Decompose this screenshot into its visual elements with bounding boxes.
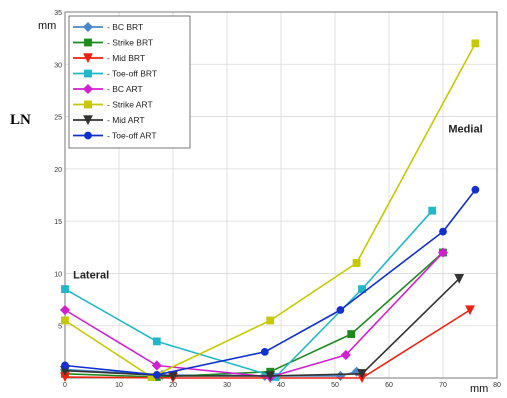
legend-item: - Strike BRT [73,38,153,48]
legend-item: - BC ART [73,83,143,95]
legend-label: - BC BRT [107,22,143,32]
y-tick-label: 30 [54,62,62,69]
series-line [64,189,477,376]
data-point [454,273,465,284]
data-point [471,39,480,48]
legend-item: - Mid ART [73,115,145,126]
y-tick-label: 15 [54,219,62,226]
legend-label: - Toe-off ART [107,131,157,141]
annotation-lateral: Lateral [73,270,109,282]
data-point [83,115,93,126]
data-point [439,227,447,236]
x-tick-label: 80 [493,382,501,389]
series-toe-off-art [61,185,480,379]
y-tick-label: 25 [54,115,62,122]
data-point [152,370,161,379]
annotation-medial: Medial [448,123,482,135]
y-axis-ticks: 5 10 15 20 25 30 35 [54,10,62,331]
data-point [336,306,345,314]
data-point [428,206,437,215]
data-point [265,371,276,381]
data-point [357,369,367,379]
legend-item: - Toe-off BRT [73,69,157,79]
data-point [83,53,93,64]
y-unit-label: mm [38,20,56,32]
data-point [82,21,94,33]
series-layer [59,39,480,384]
annotations: Lateral Medial [73,123,483,281]
data-point [437,247,449,258]
data-point [151,360,162,371]
y-tick-label: 20 [54,167,62,174]
y-tick-label: 10 [54,271,62,278]
data-point [465,305,475,316]
legend-label: - Strike ART [107,100,153,110]
data-point [84,100,92,109]
data-point [84,131,92,140]
legend-item: - Strike ART [73,100,153,110]
legend-label: - Mid ART [107,115,145,125]
x-tick-label: 40 [277,382,285,389]
data-point [84,38,92,47]
data-point [347,330,356,338]
legend-label: - BC ART [107,84,143,94]
x-tick-label: 0 [63,382,67,389]
series-toe-off-brt [61,206,437,381]
y-tick-label: 5 [58,324,62,331]
legend-box [68,15,191,149]
y-tick-label: 35 [54,10,62,17]
x-tick-label: 30 [223,382,231,389]
data-point [82,83,94,95]
x-tick-label: 10 [115,382,123,389]
data-point [61,285,69,294]
legend-label: - Strike BRT [107,38,153,48]
x-tick-label: 70 [439,382,447,389]
series-strike-art [61,39,480,381]
data-point [266,316,275,325]
data-point [59,305,71,316]
y-axis-label: LN [10,112,31,128]
legend-item: - BC BRT [73,21,143,33]
x-unit-label: mm [470,383,488,395]
legend-label: - Toe-off BRT [107,69,157,79]
x-tick-label: 20 [169,382,177,389]
legend: - BC BRT - Strike BRT - Mid BRT - Toe-off B… [68,15,191,149]
data-point [61,361,69,370]
legend-item: - Toe-off ART [73,131,157,141]
data-point [152,337,161,346]
x-tick-label: 50 [331,382,339,389]
x-tick-label: 60 [385,382,393,389]
legend-item: - Mid BRT [73,53,145,64]
data-point [84,69,92,78]
x-axis-ticks: 0 10 20 30 40 50 60 70 80 [63,382,501,389]
data-point [61,316,69,325]
data-point [352,259,361,267]
data-point [471,185,480,194]
legend-label: - Mid BRT [107,53,145,63]
data-point [340,349,351,361]
data-point [260,347,269,356]
